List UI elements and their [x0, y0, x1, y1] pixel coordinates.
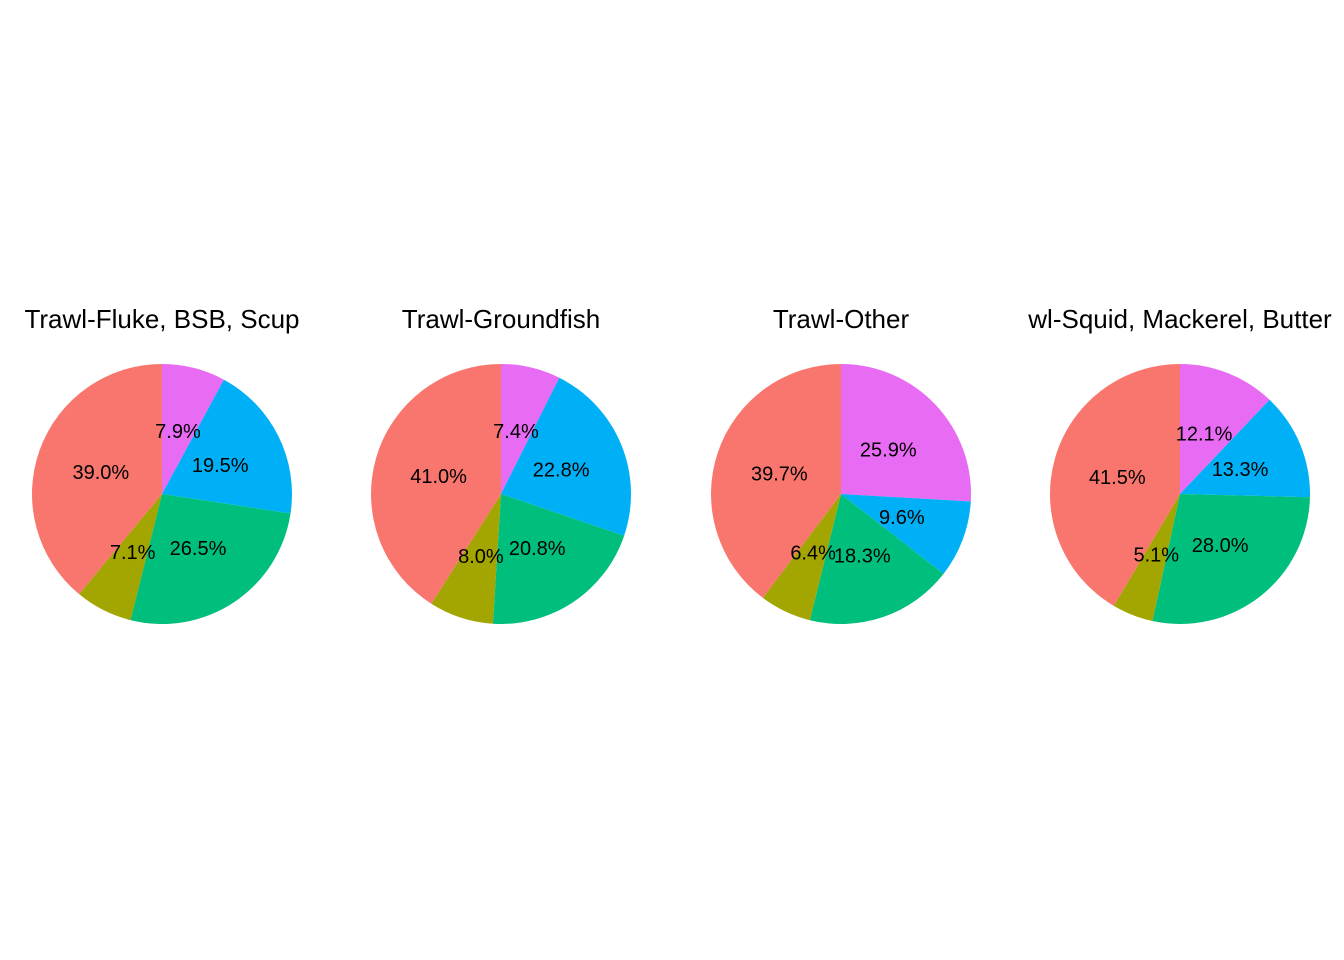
- slice-label: 22.8%: [533, 459, 590, 481]
- pie-slice: [1152, 494, 1310, 624]
- pie-panel-wl-squid-mackerel-butter: wl-Squid, Mackerel, Butter 12.1% 13.3% 28.0…: [1027, 304, 1332, 624]
- pie-panel-trawl-other: Trawl-Other 25.9% 9.6% 18.3%6.4% 39.7%: [710, 304, 972, 625]
- pie-slice: [79, 494, 162, 621]
- pie-facets: Trawl-Fluke, BSB, Scup 7.9% 19.5% 26.5% 7.1%…: [24, 304, 1332, 625]
- pie-slice: [501, 377, 631, 536]
- slice-label: 28.0%: [1192, 535, 1249, 557]
- slice-label: 6.4%: [790, 543, 836, 565]
- pie-slice: [1049, 364, 1180, 606]
- pie-title: Trawl-Other: [773, 304, 910, 334]
- slice-label: 26.5%: [170, 538, 227, 560]
- slice-label: 41.5%: [1089, 467, 1146, 489]
- pie-slice: [162, 379, 292, 514]
- pie-slice: [1180, 399, 1311, 498]
- pie-title: wl-Squid, Mackerel, Butter: [1027, 304, 1332, 334]
- pie-slice: [130, 494, 291, 625]
- pie-slice: [492, 494, 625, 624]
- pie-slice: [710, 364, 841, 598]
- pie-slice: [162, 364, 224, 494]
- pie-slice: [841, 364, 972, 502]
- slice-label: 20.8%: [509, 538, 566, 560]
- pie-slice: [501, 364, 560, 494]
- pie-title: Trawl-Groundfish: [402, 304, 600, 334]
- pie-panel-trawl-groundfish: Trawl-Groundfish 7.4% 22.8% 20.8%8.0% 41.0%: [371, 304, 631, 624]
- slice-label: 39.0%: [72, 462, 129, 484]
- slice-label: 7.9%: [155, 421, 201, 443]
- pie-slice: [431, 494, 501, 624]
- pie-slice: [31, 364, 162, 595]
- slice-label: 41.0%: [410, 466, 467, 488]
- pie-slice: [809, 494, 944, 625]
- slice-label: 9.6%: [879, 507, 925, 529]
- pie-slice: [1113, 494, 1180, 622]
- pie-slice: [371, 364, 501, 604]
- pie-slice: [841, 494, 971, 574]
- pie-slice: [762, 494, 841, 621]
- slice-label: 25.9%: [860, 439, 917, 461]
- slice-label: 18.3%: [834, 545, 891, 567]
- slice-label: 19.5%: [192, 455, 249, 477]
- pie-title: Trawl-Fluke, BSB, Scup: [24, 304, 299, 334]
- slice-label: 12.1%: [1176, 424, 1233, 446]
- slice-label: 39.7%: [751, 463, 808, 485]
- slice-label: 7.1%: [110, 542, 156, 564]
- pie-slice: [1180, 364, 1270, 494]
- slice-label: 13.3%: [1212, 459, 1269, 481]
- slice-label: 5.1%: [1133, 545, 1179, 567]
- slice-label: 8.0%: [458, 546, 504, 568]
- slice-label: 7.4%: [493, 421, 539, 443]
- pie-panel-trawl-fluke-bsb-scup: Trawl-Fluke, BSB, Scup 7.9% 19.5% 26.5% 7.1%…: [24, 304, 300, 625]
